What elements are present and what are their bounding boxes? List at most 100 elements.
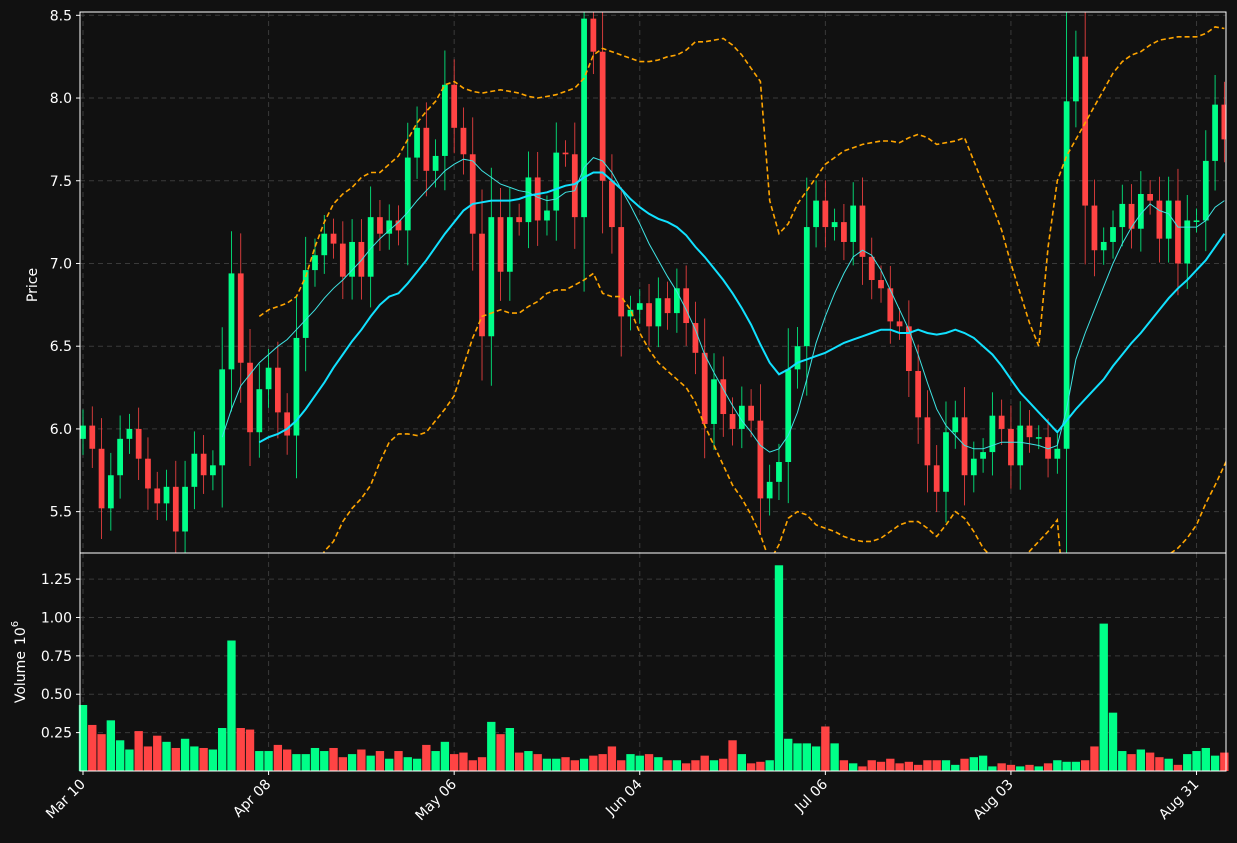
candle-body [1119,203,1126,228]
volume-bar [1099,623,1108,771]
candle-body [330,233,337,244]
volume-bar [477,757,487,771]
volume-bar [440,741,450,771]
candle-body [794,346,801,370]
candle-body [117,438,123,476]
overlay-lines-group [221,26,1226,553]
volume-bar [932,760,941,771]
volume-bar [1155,757,1164,771]
candle-body [497,217,504,272]
volume-bar [821,726,830,771]
candle-body [293,337,300,436]
candle-body [998,415,1005,429]
candle-body [970,458,977,476]
volume-bar [978,755,988,771]
candle-body [1175,200,1181,264]
volume-bar [756,761,765,771]
volume-bar [412,758,422,771]
candle-body [404,157,411,231]
volume-bar [552,758,561,771]
candle-body [813,200,819,228]
candle-body [748,405,754,421]
candle-body [395,220,402,231]
volume-bar [1053,760,1062,771]
volume-bar [960,758,969,771]
volume-bar [886,758,895,771]
volume-bar [1080,760,1090,771]
candle-body [1054,448,1061,459]
candle-body [776,462,782,482]
volume-bar [635,755,644,771]
candle-body [915,371,922,418]
volume-bar [802,743,811,771]
price-tick-label: 8.0 [50,91,72,107]
candle-body [701,352,708,424]
price-tick-label: 6.5 [50,339,72,355]
candle-body [284,412,291,436]
volume-bar [449,754,459,771]
candle-body [720,379,727,415]
candle-body [506,217,513,272]
volume-bar [784,738,793,771]
candle-body [274,367,281,413]
candle-body [980,452,986,459]
candle-body [1091,205,1098,251]
volume-bar [672,760,682,771]
candle-body [414,127,420,158]
price-tick-label: 7.5 [50,174,72,190]
volume-bar [347,754,357,771]
price-series-layer [80,12,1226,553]
volume-bar [422,744,431,771]
candle-body [692,323,699,353]
volume-bar [1201,747,1210,771]
volume-bar [1136,749,1146,771]
candle-body [878,280,884,289]
candle-body [1202,160,1209,221]
candle-body [896,321,903,327]
volume-bar [839,760,849,771]
candle-body [544,210,550,221]
volume-bar [941,760,951,771]
candle-body [200,453,207,476]
volume-bar [496,734,505,771]
candle-body [683,288,690,324]
candle-body [1026,425,1033,438]
volume-bar [719,758,728,771]
candle-body [822,200,829,228]
volume-bar [171,747,180,771]
candle-body [312,255,318,271]
candle-body [423,127,430,171]
volume-bar [273,744,283,771]
candle-body [247,362,253,433]
candle-body [646,303,652,327]
candle-body [1008,428,1014,466]
candle-body [1063,101,1070,449]
volume-bar [1043,763,1053,771]
volume-bar [876,761,886,771]
volume-bar [1108,712,1118,771]
volume-bar [644,754,654,771]
candle-body [1045,437,1051,459]
volume-bar [143,746,153,771]
volume-bar [153,735,162,771]
candle-body [599,51,606,181]
volume-bar [1220,752,1229,771]
volume-bar [255,751,264,771]
volume-axis-label-name: Volume [13,651,29,703]
volume-bar [997,763,1006,771]
volume-panel-frame [79,552,1227,772]
upper-band-line [258,26,1225,347]
candle-body [145,458,151,489]
candle-body [850,205,857,242]
candle-body [349,241,355,277]
volume-bar [681,763,691,771]
volume-tick-label: 1.00 [41,610,72,626]
volume-bar [357,749,366,771]
candle-body [868,256,875,281]
volume-bar [1145,752,1155,771]
candle-body [961,417,968,476]
volume-bar [97,734,106,771]
candle-body [451,84,458,128]
